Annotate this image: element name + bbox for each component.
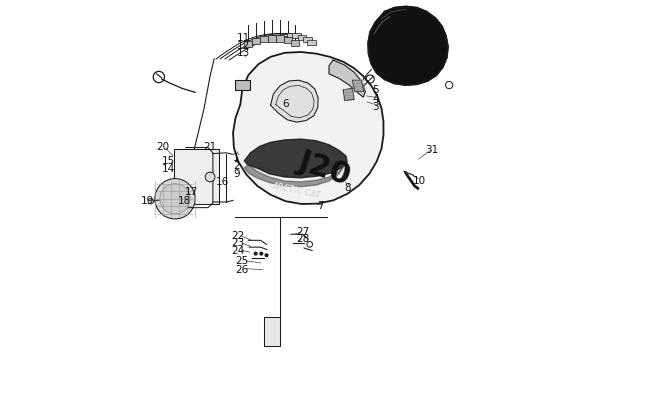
Circle shape <box>259 252 263 256</box>
Text: 7: 7 <box>317 201 324 211</box>
Text: 15: 15 <box>162 155 175 165</box>
Polygon shape <box>329 61 365 98</box>
Text: 8: 8 <box>344 182 351 192</box>
Bar <box>292 34 301 39</box>
Polygon shape <box>270 81 318 123</box>
Text: 4: 4 <box>372 94 379 104</box>
Bar <box>307 41 316 46</box>
Circle shape <box>254 252 257 256</box>
Text: 9: 9 <box>233 168 240 179</box>
Text: 19: 19 <box>140 196 153 205</box>
Text: 14: 14 <box>162 163 175 173</box>
Polygon shape <box>244 166 344 187</box>
Text: 10: 10 <box>413 175 426 185</box>
Text: 13: 13 <box>237 48 250 58</box>
Text: 22: 22 <box>231 230 244 241</box>
Bar <box>268 36 276 43</box>
Polygon shape <box>244 140 347 178</box>
Circle shape <box>148 199 153 205</box>
Text: 29: 29 <box>380 28 393 38</box>
Text: 28: 28 <box>296 234 309 244</box>
Text: 20: 20 <box>157 142 170 152</box>
Text: 21: 21 <box>203 142 216 152</box>
Bar <box>291 41 299 47</box>
Text: 18: 18 <box>178 196 191 205</box>
Circle shape <box>265 254 268 258</box>
Bar <box>284 38 292 44</box>
Text: 12: 12 <box>237 40 250 51</box>
Polygon shape <box>233 53 384 205</box>
Text: 11: 11 <box>237 33 250 43</box>
Circle shape <box>160 184 190 214</box>
Text: 1: 1 <box>233 152 240 162</box>
Polygon shape <box>343 89 354 101</box>
Text: 31: 31 <box>425 145 438 154</box>
Text: 26: 26 <box>235 264 249 274</box>
Bar <box>235 81 250 91</box>
Text: 2: 2 <box>233 160 240 171</box>
Text: 16: 16 <box>215 177 229 187</box>
Bar <box>174 149 219 205</box>
Text: 17: 17 <box>185 186 198 196</box>
Text: 6: 6 <box>283 99 289 109</box>
Bar <box>264 317 280 346</box>
Text: 25: 25 <box>235 256 249 266</box>
Bar <box>303 38 312 43</box>
Text: J20: J20 <box>295 146 355 190</box>
Text: 30: 30 <box>380 35 393 45</box>
Text: ARCTIC CAT: ARCTIC CAT <box>272 181 322 200</box>
Bar <box>276 36 284 43</box>
Bar <box>252 39 260 45</box>
Text: 24: 24 <box>231 245 244 255</box>
Text: 3: 3 <box>372 102 379 112</box>
Bar <box>287 34 296 39</box>
Bar <box>260 37 268 43</box>
Bar <box>244 42 252 48</box>
Polygon shape <box>368 7 448 86</box>
Text: 5: 5 <box>372 85 379 95</box>
Text: 23: 23 <box>231 238 244 248</box>
Polygon shape <box>352 81 364 92</box>
Bar <box>298 36 306 41</box>
Text: 27: 27 <box>296 226 309 237</box>
Circle shape <box>205 173 215 182</box>
Circle shape <box>155 179 195 220</box>
